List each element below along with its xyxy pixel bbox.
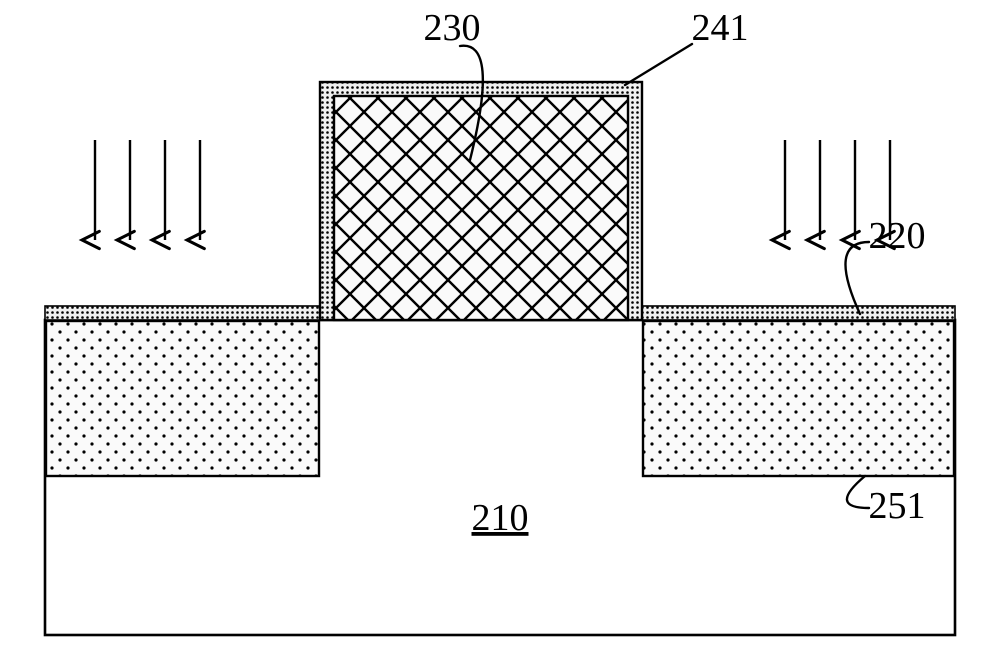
leader-220 (845, 242, 869, 314)
leader-251 (847, 476, 869, 508)
leader-241 (625, 44, 692, 85)
doped-region-left (46, 321, 319, 476)
label-210: 210 (472, 497, 529, 539)
label-241: 241 (692, 7, 749, 49)
gate-core-230 (334, 96, 628, 320)
label-230: 230 (424, 7, 481, 49)
semiconductor-cross-section: 230 241 220 251 210 (0, 0, 1000, 667)
label-220: 220 (869, 215, 926, 257)
thin-layer-right (642, 306, 955, 320)
doped-region-right (643, 321, 954, 476)
thin-layer-left (45, 306, 320, 320)
label-251: 251 (869, 485, 926, 527)
